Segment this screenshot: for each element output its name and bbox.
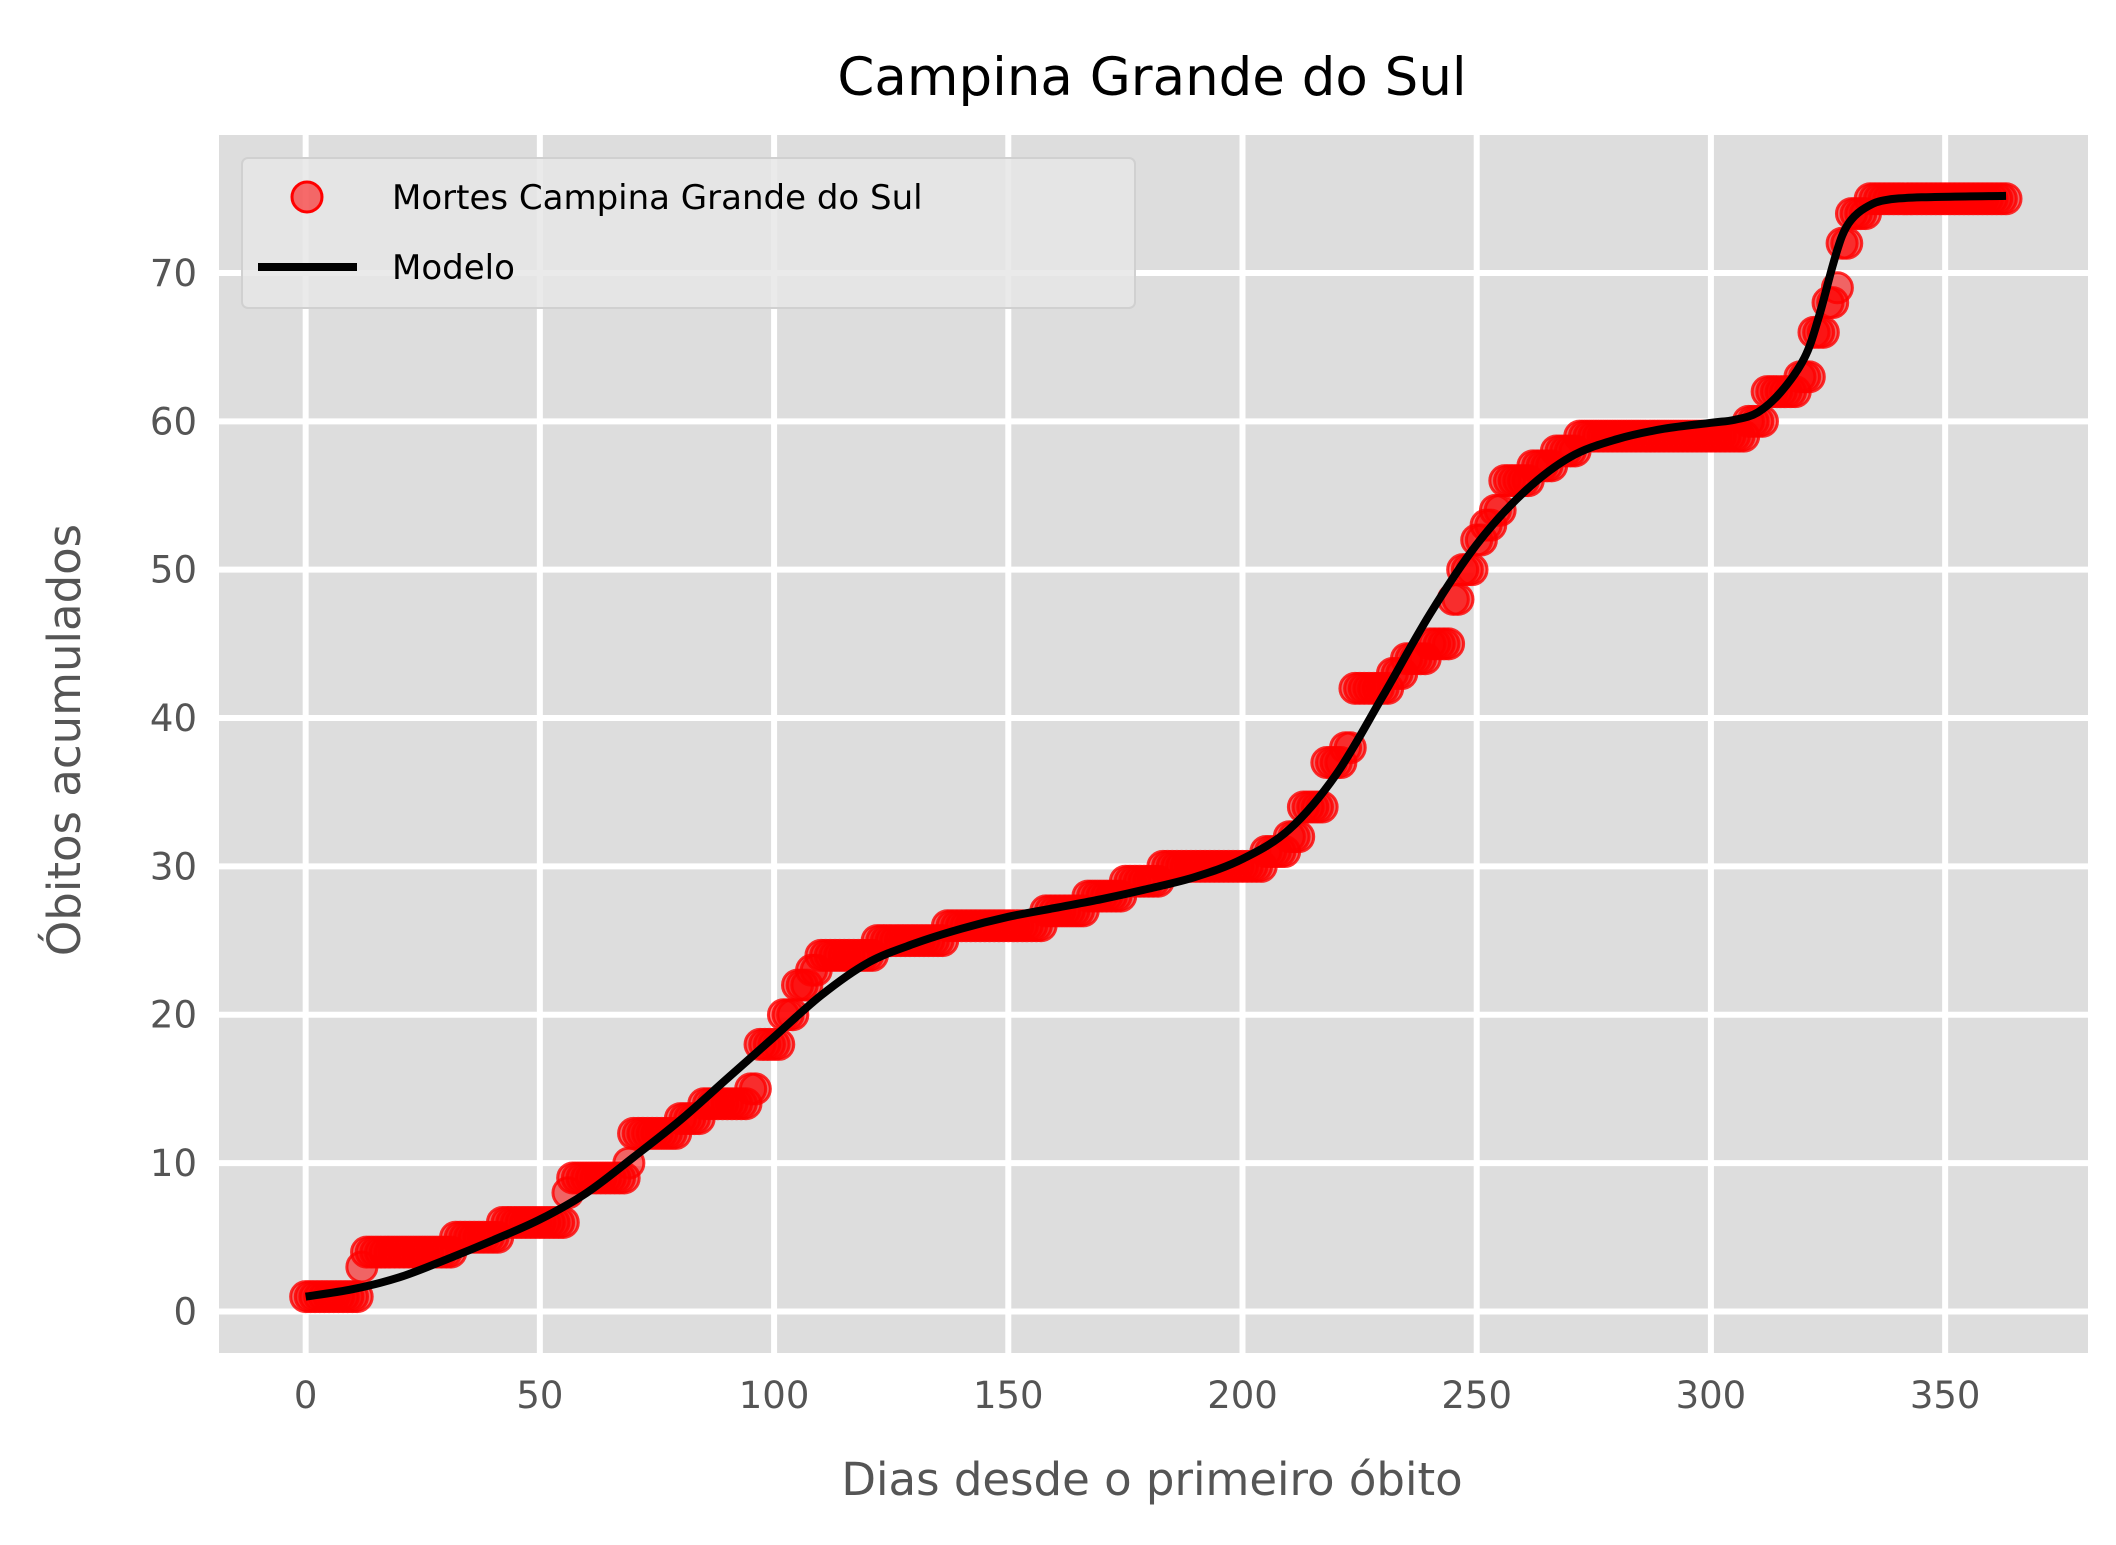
grid-lines	[219, 135, 2088, 1353]
legend: Mortes Campina Grande do Sul Modelo	[241, 157, 1136, 309]
x-tick-label: 200	[1207, 1374, 1278, 1417]
x-axis-label: Dias desde o primeiro óbito	[841, 1453, 1462, 1506]
x-tick-label: 350	[1910, 1374, 1981, 1417]
x-tick-label: 150	[973, 1374, 1044, 1417]
data-point	[1432, 627, 1466, 661]
y-tick-label: 10	[150, 1142, 197, 1185]
x-tick-label: 100	[739, 1374, 810, 1417]
x-tick-label: 0	[294, 1374, 318, 1417]
plot-area	[219, 135, 2088, 1353]
y-tick-label: 20	[150, 994, 197, 1037]
y-axis-label: Óbitos acumulados	[38, 524, 91, 956]
y-tick-label: 60	[150, 400, 197, 443]
y-tick-label: 70	[150, 252, 197, 295]
y-tick-label: 40	[150, 697, 197, 740]
model-line	[305, 191, 2007, 1301]
y-tick-label: 50	[150, 549, 197, 592]
data-point	[738, 1072, 772, 1106]
x-tick-labels: 0 50 100 150 200 250 300 350	[294, 1374, 1981, 1417]
legend-marker-observed	[290, 180, 324, 214]
x-tick-label: 250	[1441, 1374, 1512, 1417]
legend-box	[241, 157, 1136, 309]
legend-label-observed: Mortes Campina Grande do Sul	[392, 178, 923, 218]
chart-title: Campina Grande do Sul	[837, 47, 1466, 108]
x-tick-label: 50	[516, 1374, 563, 1417]
x-tick-label: 300	[1676, 1374, 1747, 1417]
legend-label-model: Modelo	[392, 248, 515, 288]
model-series	[305, 191, 2007, 1301]
observed-deaths-series	[289, 182, 2023, 1314]
y-tick-label: 0	[173, 1290, 197, 1333]
y-tick-label: 30	[150, 845, 197, 888]
y-tick-labels: 0 10 20 30 40 50 60 70	[150, 252, 197, 1333]
